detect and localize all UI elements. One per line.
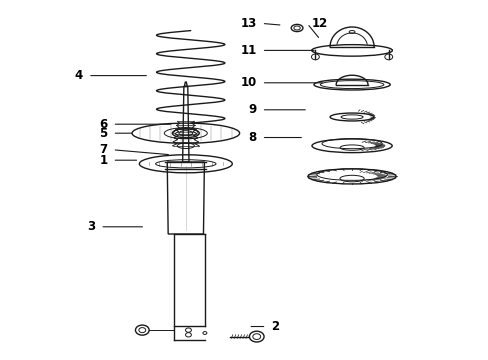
Text: 3: 3: [87, 220, 95, 233]
Text: 9: 9: [248, 103, 256, 116]
Text: 1: 1: [99, 154, 107, 167]
Text: 4: 4: [75, 69, 83, 82]
Text: 5: 5: [99, 127, 107, 140]
Text: 10: 10: [240, 76, 256, 89]
Text: 2: 2: [271, 320, 279, 333]
Text: 11: 11: [240, 44, 256, 57]
Text: 8: 8: [248, 131, 256, 144]
Text: 13: 13: [240, 17, 256, 30]
Text: 12: 12: [311, 17, 327, 30]
Text: 6: 6: [99, 118, 107, 131]
Text: 7: 7: [99, 143, 107, 156]
